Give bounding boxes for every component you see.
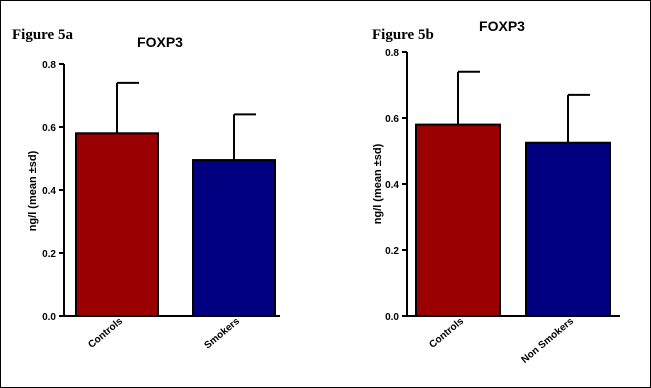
chart-title-a: FOXP3 bbox=[137, 34, 183, 50]
plot-area-a: Controls Smokers 0.0 0.2 0.4 0.6 0.8 bbox=[42, 60, 280, 351]
bar-a-1 bbox=[75, 132, 159, 317]
y-tick-label-b-4: 0.8 bbox=[385, 48, 399, 59]
y-tick-label-b-2: 0.4 bbox=[385, 180, 399, 191]
y-axis-label-a: ng/l (mean ±sd) bbox=[27, 150, 39, 231]
bar-b-2 bbox=[525, 141, 611, 317]
y-tick-label-b-1: 0.2 bbox=[385, 246, 399, 257]
chart-panel-a: Figure 5a FOXP3 ng/l (mean ±sd) Controls… bbox=[12, 27, 280, 351]
plot-area-b: Controls Non Smokers 0.0 0.2 0.4 0.6 0.8 bbox=[385, 48, 620, 366]
y-tick-label-a-0: 0.0 bbox=[42, 312, 56, 323]
bar-b-1 bbox=[415, 123, 501, 317]
y-tick-label-a-3: 0.6 bbox=[42, 123, 56, 134]
bar-a-2 bbox=[192, 159, 276, 317]
figure-label-a: Figure 5a bbox=[12, 27, 73, 43]
figure-label-b: Figure 5b bbox=[372, 27, 434, 43]
y-tick-label-b-0: 0.0 bbox=[385, 312, 399, 323]
x-tick-label-b-2: Non Smokers bbox=[519, 316, 576, 366]
x-tick-label-a-1: Controls bbox=[86, 316, 125, 351]
chart-panel-b: Figure 5b FOXP3 ng/l (mean ±sd) Controls… bbox=[372, 18, 620, 366]
y-tick-label-a-2: 0.4 bbox=[42, 186, 56, 197]
chart-title-b: FOXP3 bbox=[479, 18, 525, 34]
y-tick-label-a-4: 0.8 bbox=[42, 60, 56, 71]
y-tick-label-a-1: 0.2 bbox=[42, 249, 56, 260]
x-tick-label-b-1: Controls bbox=[427, 316, 466, 351]
x-tick-label-a-2: Smokers bbox=[202, 316, 242, 352]
y-axis-label-b: ng/l (mean ±sd) bbox=[372, 143, 384, 224]
y-tick-label-b-3: 0.6 bbox=[385, 114, 399, 125]
